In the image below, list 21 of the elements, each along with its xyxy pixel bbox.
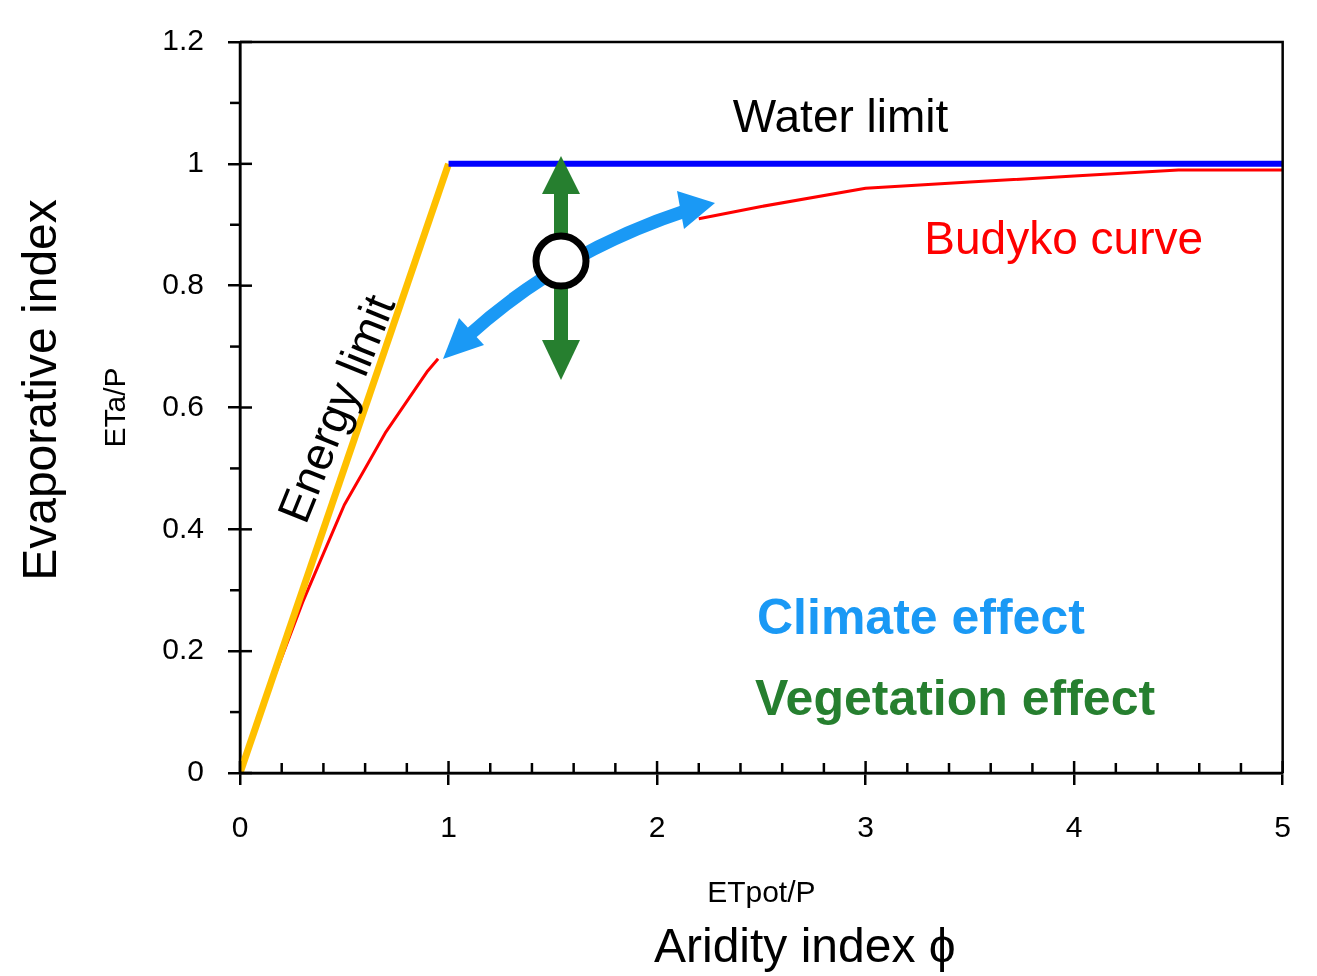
series-label: Budyko curve xyxy=(924,212,1204,265)
text: Aridity index ϕ xyxy=(654,919,956,972)
y-tick-label: 0.6 xyxy=(162,388,204,422)
series-label: Water limit xyxy=(732,89,949,142)
annotation: Vegetation effect xyxy=(755,670,1156,726)
annotation: Climate effect xyxy=(757,589,1085,645)
y-axis-title: ETa/P xyxy=(98,367,132,448)
text: Evaporative index xyxy=(12,199,66,581)
x-tick-label: 0 xyxy=(231,810,249,844)
x-tick-label: 3 xyxy=(857,810,874,844)
y-tick-label: 0.8 xyxy=(162,266,204,300)
x-tick-label: 2 xyxy=(648,810,666,844)
y-tick-label: 0.2 xyxy=(162,632,204,666)
y-tick-label: 0 xyxy=(187,754,204,788)
x-axis-title: ETpot/P xyxy=(707,875,816,909)
y-tick-label: 0.4 xyxy=(162,510,204,544)
y-tick-label: 1.2 xyxy=(162,23,204,57)
y-tick-label: 1 xyxy=(187,145,204,179)
x-tick-label: 4 xyxy=(1065,810,1083,844)
x-tick-label: 5 xyxy=(1274,810,1291,844)
x-tick-label: 1 xyxy=(440,810,457,844)
